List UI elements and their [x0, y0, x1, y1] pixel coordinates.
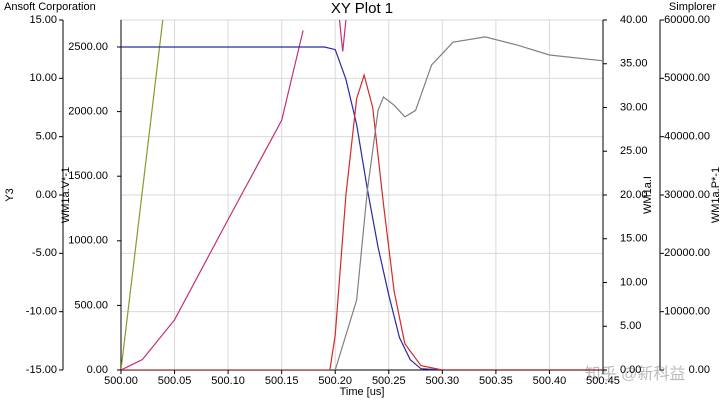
series-line: [121, 46, 603, 370]
x-tick-label: 500.15: [265, 375, 299, 387]
y-tick-label: -15.00: [26, 364, 57, 376]
y-tick-label: 10.00: [29, 72, 57, 84]
y-tick-label: 30000.00: [664, 189, 710, 201]
x-tick-label: 500.10: [211, 375, 245, 387]
y-tick-label: 0.00: [620, 364, 641, 376]
y-tick-label: 10.00: [620, 276, 648, 288]
y-tick-label: 1000.00: [68, 235, 108, 247]
y-tick-label: 0.00: [87, 364, 108, 376]
y-tick-label: -5.00: [32, 247, 57, 259]
series-layer: [121, 20, 603, 370]
y-tick-label: 60000.00: [664, 14, 710, 26]
y4-axis-title: WM1a.P*-1: [710, 167, 720, 223]
series-line: [334, 36, 603, 370]
series-line: [121, 20, 164, 370]
y-tick-label: 500.00: [74, 299, 108, 311]
x-tick-label: 500.45: [586, 375, 620, 387]
y-tick-label: 0.00: [36, 189, 57, 201]
y3-axis-title: WM1a.I: [642, 176, 654, 214]
plot-layer: 500.00 500.05 500.10 500.15 500.20 500.25 500.…: [26, 14, 710, 387]
y-tick-label: 5.00: [620, 320, 641, 332]
y-tick-label: 40000.00: [664, 131, 710, 143]
y-tick-label: 30.00: [620, 101, 648, 113]
y-tick-label: 10000.00: [664, 306, 710, 318]
corner-right: Simplorer: [669, 1, 716, 13]
y-tick-label: 40.00: [620, 14, 648, 26]
x-tick-label: 500.20: [318, 375, 352, 387]
y-tick-label: 2000.00: [68, 106, 108, 118]
y-tick-label: 5.00: [36, 131, 57, 143]
x-axis-title: Time [us]: [340, 386, 385, 398]
x-tick-label: 500.35: [479, 375, 513, 387]
y-tick-label: 0.00: [689, 364, 710, 376]
y-tick-label: 20000.00: [664, 247, 710, 259]
series-line: [121, 72, 603, 370]
y-axis-title: Y3: [4, 188, 16, 201]
x-tick-label: 500.30: [426, 375, 460, 387]
corner-left: Ansoft Corporation: [4, 1, 96, 13]
y-tick-label: 1500.00: [68, 170, 108, 182]
y-tick-label: 15.00: [620, 233, 648, 245]
x-tick-label: 500.25: [372, 375, 406, 387]
chart-title: XY Plot 1: [331, 0, 393, 17]
series-line: [121, 20, 347, 370]
y-tick-label: 35.00: [620, 58, 648, 70]
y-tick-label: -10.00: [26, 306, 57, 318]
x-tick-label: 500.40: [533, 375, 567, 387]
y-tick-label: 20.00: [620, 189, 648, 201]
x-tick-label: 500.00: [104, 375, 138, 387]
y-tick-label: 2500.00: [68, 41, 108, 53]
y-tick-label: 50000.00: [664, 72, 710, 84]
y-tick-label: 15.00: [29, 14, 57, 26]
x-tick-label: 500.05: [158, 375, 192, 387]
y-tick-label: 25.00: [620, 145, 648, 157]
